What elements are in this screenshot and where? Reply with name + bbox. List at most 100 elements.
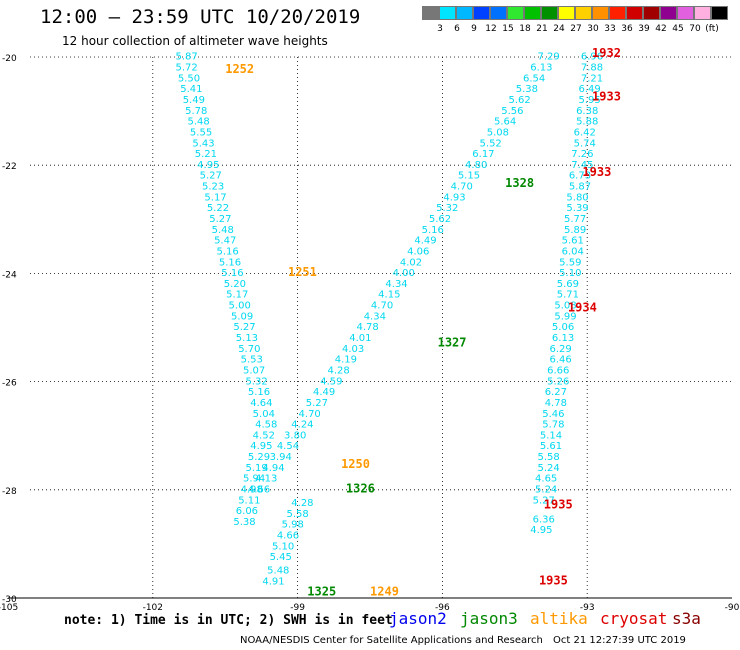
longitude-tick-label: -93 xyxy=(580,603,595,613)
wave-height-value: 5.87 xyxy=(175,52,197,63)
wave-height-value: 5.24 xyxy=(537,463,559,474)
wave-height-value: 5.52 xyxy=(480,138,502,149)
wave-height-value: 5.14 xyxy=(540,430,562,441)
wave-height-value: 5.41 xyxy=(180,84,202,95)
wave-height-value: 4.49 xyxy=(414,236,436,247)
wave-height-value: 5.24 xyxy=(535,485,557,496)
wave-height-value: 5.19 xyxy=(245,463,267,474)
colorbar-swatch xyxy=(490,6,507,20)
wave-height-value: 5.77 xyxy=(564,214,586,225)
latitude-tick-label: -24 xyxy=(2,270,17,280)
wave-height-value: 4.03 xyxy=(342,344,364,355)
wave-height-value: 5.32 xyxy=(245,376,267,387)
pass-number-label: 1934 xyxy=(568,300,597,314)
wave-height-value: 4.34 xyxy=(385,279,407,290)
wave-height-value: 5.58 xyxy=(286,509,308,520)
wave-height-value: 5.23 xyxy=(202,182,224,193)
wave-height-value: 6.27 xyxy=(545,387,567,398)
wave-height-value: 4.95 xyxy=(530,525,552,536)
wave-height-value: 5.53 xyxy=(241,355,263,366)
wave-height-value: 6.49 xyxy=(578,84,600,95)
colorbar-swatch xyxy=(694,6,711,20)
wave-height-value: 4.93 xyxy=(443,192,465,203)
wave-height-value: 4.58 xyxy=(255,420,277,431)
wave-height-value: 5.26 xyxy=(547,376,569,387)
wave-height-value: 4.49 xyxy=(313,387,335,398)
wave-height-value: 4.00 xyxy=(393,268,415,279)
pass-number-label: 1932 xyxy=(592,46,621,60)
wave-height-value: 4.65 xyxy=(535,474,557,485)
wave-height-value: 5.58 xyxy=(537,452,559,463)
wave-height-value: 5.95 xyxy=(578,95,600,106)
colorbar-swatch xyxy=(609,6,626,20)
wave-height-value: 7.26 xyxy=(571,149,593,160)
pass-number-label: 1325 xyxy=(307,584,336,598)
colorbar-swatch xyxy=(592,6,609,20)
wave-height-value: 5.71 xyxy=(557,290,579,301)
wave-height-value: 5.00 xyxy=(229,301,251,312)
timestamp: Oct 21 12:27:39 UTC 2019 xyxy=(553,635,686,646)
wave-height-value: 4.70 xyxy=(299,409,321,420)
wave-height-value: 4.15 xyxy=(378,290,400,301)
wave-height-value: 4.34 xyxy=(364,311,386,322)
colorbar-label: 21 xyxy=(536,24,548,34)
wave-height-value: 4.95 xyxy=(250,441,272,452)
longitude-tick-label: -99 xyxy=(290,603,305,613)
colorbar-label: 3 xyxy=(437,24,443,34)
wave-height-value: 5.43 xyxy=(192,138,214,149)
wave-height-value: 5.70 xyxy=(238,344,260,355)
wave-height-value: 5.16 xyxy=(221,268,243,279)
legend-item-cryosat: cryosat xyxy=(600,609,668,628)
wave-height-value: 5.16 xyxy=(248,387,270,398)
pass-number-label: 1933 xyxy=(592,89,621,103)
wave-height-value: 5.32 xyxy=(436,203,458,214)
wave-height-value: 4.01 xyxy=(349,333,371,344)
colorbar-label: 45 xyxy=(672,24,684,34)
wave-height-value: 5.27 xyxy=(233,322,255,333)
wave-height-value: 5.15 xyxy=(458,171,480,182)
longitude-tick-label: -105 xyxy=(0,603,18,613)
wave-height-value: 4.78 xyxy=(356,322,378,333)
legend-item-jason3: jason3 xyxy=(460,609,518,628)
wave-height-value: 5.16 xyxy=(216,246,238,257)
wave-height-value: 5.99 xyxy=(554,311,576,322)
wave-height-value: 4.28 xyxy=(291,498,313,509)
wave-height-value: 5.49 xyxy=(183,95,205,106)
pass-number-label: 1327 xyxy=(438,335,467,349)
wave-height-value: 5.10 xyxy=(559,268,581,279)
colorbar-label: 36 xyxy=(621,24,633,34)
legend-item-jason2: jason2 xyxy=(389,609,447,628)
wave-height-value: 5.16 xyxy=(219,257,241,268)
wave-height-value: 7.88 xyxy=(581,63,603,74)
wave-height-value: 4.66 xyxy=(248,485,270,496)
colorbar-label: (ft) xyxy=(705,24,719,34)
wave-height-value: 7.29 xyxy=(537,52,559,63)
wave-height-value: 4.78 xyxy=(545,398,567,409)
wave-height-value: 5.45 xyxy=(270,552,292,563)
wave-height-value: 5.48 xyxy=(267,566,289,577)
latitude-tick-label: -22 xyxy=(2,162,17,172)
wave-height-value: 4.13 xyxy=(255,474,277,485)
wave-height-value: 6.13 xyxy=(552,333,574,344)
wave-height-value: 5.88 xyxy=(576,117,598,128)
wave-height-value: 6.13 xyxy=(530,63,552,74)
wave-height-value: 5.47 xyxy=(214,236,236,247)
colorbar-swatch xyxy=(711,6,728,20)
longitude-tick-label: -90 xyxy=(725,603,740,613)
wave-height-value: 5.72 xyxy=(175,63,197,74)
wave-height-value: 5.64 xyxy=(494,117,516,128)
wave-height-value: 6.04 xyxy=(562,246,584,257)
wave-height-value: 5.11 xyxy=(238,495,260,506)
colorbar-label: 6 xyxy=(454,24,460,34)
wave-height-value: 5.61 xyxy=(540,441,562,452)
wave-height-value: 4.94 xyxy=(262,463,284,474)
wave-height-value: 5.87 xyxy=(569,182,591,193)
colorbar-label: 24 xyxy=(553,24,565,34)
wave-height-value: 5.17 xyxy=(204,192,226,203)
wave-height-value: 5.21 xyxy=(195,149,217,160)
wave-height-value: 4.54 xyxy=(277,441,299,452)
wave-height-value: 5.94 xyxy=(243,474,265,485)
wave-height-value: 7.45 xyxy=(571,160,593,171)
wave-height-value: 5.59 xyxy=(559,257,581,268)
wave-height-value: 6.46 xyxy=(550,355,572,366)
